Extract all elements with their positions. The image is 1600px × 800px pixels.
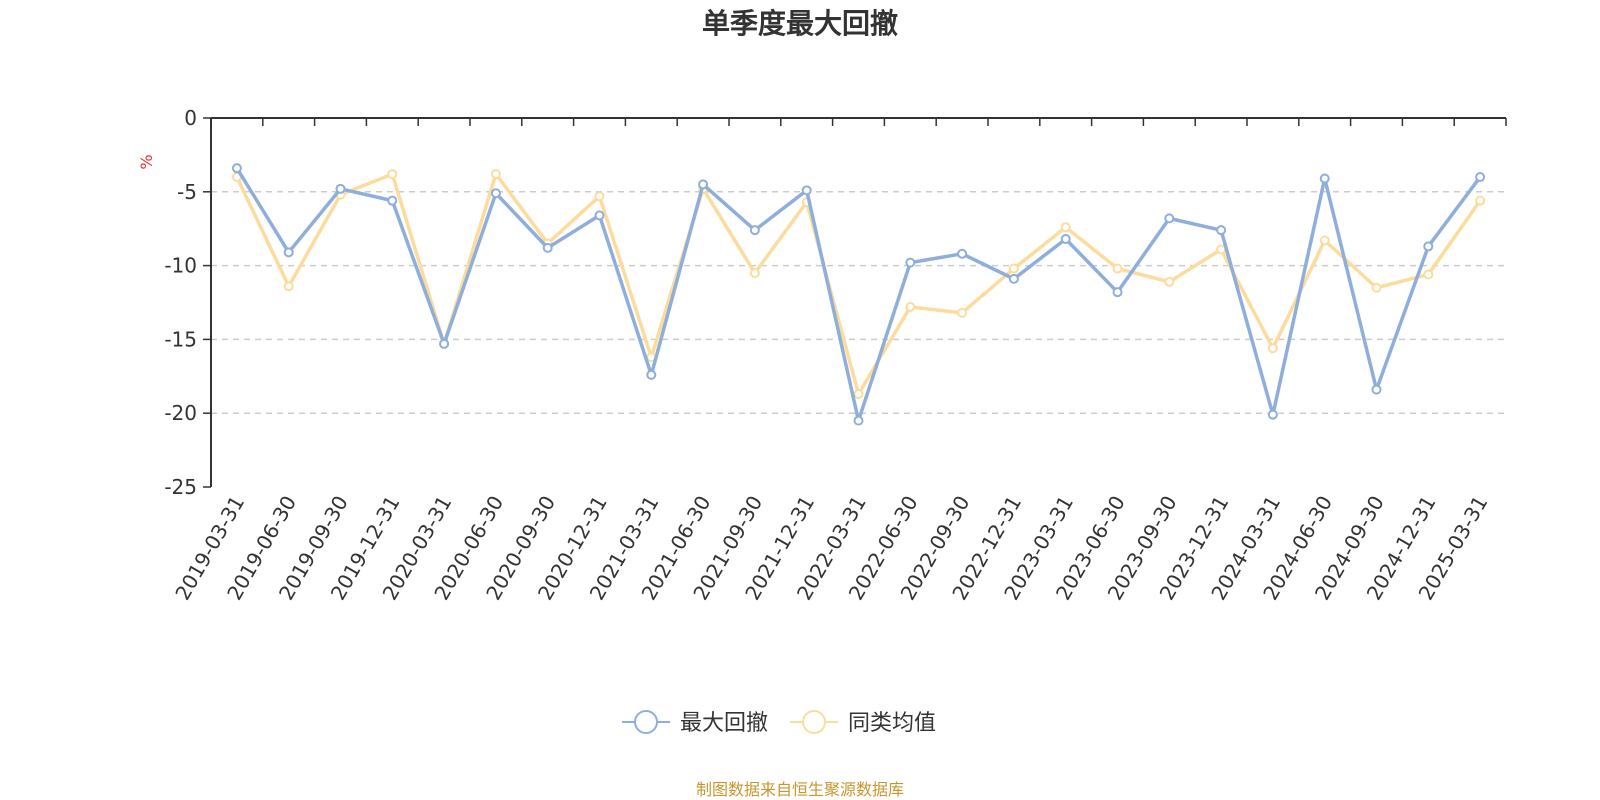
y-tick-label: -20 (164, 401, 197, 425)
data-point (957, 307, 968, 318)
chart-title: 单季度最大回撤 (702, 7, 898, 40)
y-tick-label: -10 (164, 254, 197, 278)
data-point (490, 188, 501, 199)
data-point (749, 267, 760, 278)
data-point (1371, 384, 1382, 395)
data-point (542, 242, 553, 253)
data-point (439, 338, 450, 349)
data-point (905, 257, 916, 268)
series-1 (231, 163, 1486, 426)
legend-item-1: 最大回撤 (622, 710, 768, 736)
source-note: 制图数据来自恒生聚源数据库 (696, 780, 904, 799)
y-tick-label: -5 (177, 180, 197, 204)
data-point (801, 185, 812, 196)
data-point (1112, 287, 1123, 298)
data-point (594, 210, 605, 221)
axes (210, 117, 1506, 487)
legend: 最大回撤 同类均值 (622, 710, 936, 736)
data-point (1423, 241, 1434, 252)
data-point (853, 389, 864, 400)
series-layer (231, 163, 1486, 426)
data-point (231, 163, 242, 174)
data-point (1319, 235, 1330, 246)
y-axis-unit: % (137, 154, 156, 169)
series-2 (231, 169, 1486, 400)
y-tick-label: -25 (164, 475, 197, 499)
legend-item-2: 同类均值 (790, 710, 936, 736)
data-point (387, 195, 398, 206)
data-point (594, 191, 605, 202)
y-axis-ticks: 0 -5 -10 -15 -20 -25 (164, 106, 211, 499)
legend-marker (802, 710, 827, 734)
data-point (1475, 195, 1486, 206)
data-point (490, 169, 501, 180)
x-axis-ticks: 2019-03-312019-06-302019-09-302019-12-31… (170, 118, 1507, 604)
data-point (1423, 269, 1434, 280)
data-point (1216, 225, 1227, 236)
data-point (646, 369, 657, 380)
data-point (853, 415, 864, 426)
data-point (1319, 173, 1330, 184)
data-point (283, 247, 294, 258)
data-point (905, 301, 916, 312)
legend-marker (634, 710, 658, 734)
data-point (335, 183, 346, 194)
data-point (1060, 234, 1071, 245)
data-point (387, 169, 398, 180)
data-point (1164, 276, 1175, 287)
data-point (1371, 282, 1382, 293)
legend-label: 同类均值 (848, 711, 936, 736)
y-tick-label: 0 (184, 106, 197, 130)
data-point (957, 248, 968, 259)
data-point (283, 281, 294, 292)
data-point (749, 225, 760, 236)
grid-lines (211, 191, 1506, 414)
data-point (1267, 409, 1278, 420)
data-point (1475, 172, 1486, 183)
data-point (1164, 213, 1175, 224)
y-tick-label: -15 (164, 327, 197, 351)
data-point (1060, 222, 1071, 233)
series-line (235, 167, 1482, 423)
data-point (1008, 263, 1019, 274)
data-point (698, 179, 709, 190)
data-point (1267, 343, 1278, 354)
data-point (1112, 263, 1123, 274)
legend-label: 最大回撤 (680, 711, 768, 736)
data-point (1008, 273, 1019, 284)
